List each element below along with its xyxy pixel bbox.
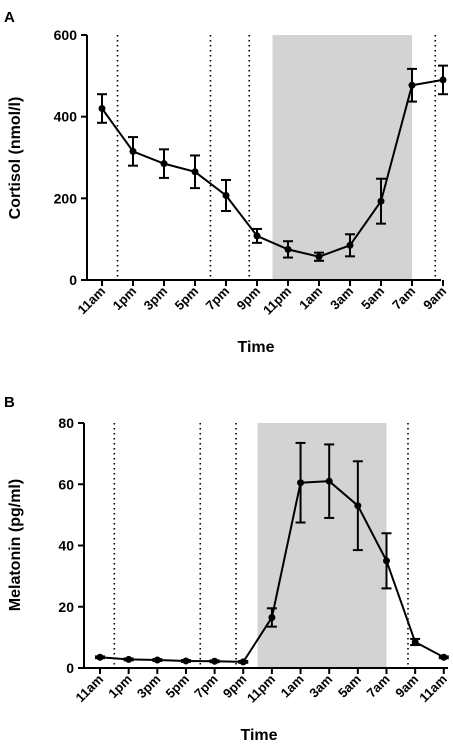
panel-a-data-point-0 [98, 105, 106, 112]
panel-a-data-point-2 [160, 160, 168, 168]
panel-b-xtick-label-1: 1pm [105, 672, 135, 702]
panel-a-xtick-label-7: 1am [296, 284, 325, 313]
panel-a-xtick-label-11: 9am [420, 284, 449, 313]
panel-a-xtick-label-2: 3pm [141, 284, 171, 314]
panel-b-data-point-10 [383, 557, 390, 565]
panel-a-ytick-label-1: 200 [54, 190, 78, 206]
panel-a-ytick-label-3: 600 [54, 27, 78, 43]
panel-b-ytick-label-1: 20 [58, 599, 74, 615]
panel-a-data-point-9 [377, 197, 385, 205]
panel-b-data-point-5 [239, 658, 247, 666]
panel-a-data-point-1 [129, 147, 137, 155]
panel-b-xtick-label-0: 11am [73, 672, 107, 706]
panel-a-xtick-label-9: 5am [358, 284, 387, 313]
panel-a-letter: A [4, 9, 15, 26]
panel-b-data-point-1 [125, 655, 133, 663]
panel-b-xtick-label-10: 7am [364, 672, 393, 701]
panel-b-ytick-label-2: 40 [58, 538, 74, 554]
panel-a-shaded-band [272, 35, 412, 280]
panel-b-data-point-11 [411, 638, 419, 646]
panel-b-xlabel: Time [240, 727, 277, 744]
panel-b-xtick-label-7: 1am [278, 672, 307, 701]
panel-a-data-point-8 [346, 241, 354, 249]
panel-b-xtick-label-12: 11am [416, 672, 450, 706]
panel-b-data-point-8 [325, 477, 333, 485]
panel-b-data-point-7 [297, 479, 305, 487]
panel-b-data-point-0 [96, 653, 104, 661]
panel-a-xtick-label-1: 1pm [110, 284, 140, 314]
panel-a-data-point-10 [408, 81, 416, 89]
panel-b-data-point-6 [268, 613, 276, 621]
panel-a-data-point-7 [315, 253, 323, 261]
panel-a-data-point-5 [253, 232, 261, 240]
panel-b-xtick-label-2: 3pm [134, 672, 164, 702]
panel-a-xtick-label-10: 7am [389, 284, 418, 313]
panel-a-xtick-label-0: 11am [75, 284, 109, 318]
panel-a-xtick-label-5: 9pm [234, 284, 264, 314]
panel-b-xtick-label-4: 7pm [191, 672, 221, 702]
panel-a-xtick-label-3: 5pm [172, 284, 202, 314]
panel-a-series-line [101, 78, 444, 258]
panel-b-xtick-label-8: 3am [306, 672, 335, 701]
panel-b-shaded-band [257, 423, 387, 668]
panel-a-ylabel: Cortisol (nmol/l) [7, 97, 24, 220]
panel-b-xtick-label-6: 11pm [244, 672, 278, 706]
panel-a-xtick-label-8: 3am [327, 284, 356, 313]
panel-b-data-point-12 [440, 653, 448, 661]
panel-b-xtick-label-3: 5pm [163, 672, 193, 702]
panel-b-data-point-4 [211, 657, 219, 665]
panel-b-ytick-label-0: 0 [66, 660, 74, 676]
panel-b-ytick-label-4: 80 [58, 415, 74, 431]
panel-b-xtick-label-9: 5am [335, 672, 364, 701]
panel-a-xtick-label-4: 7pm [203, 284, 233, 314]
panel-b-data-point-3 [182, 657, 190, 665]
panel-b-letter: B [4, 394, 15, 411]
panel-b-data-point-9 [354, 502, 362, 510]
panel-a-xlabel: Time [237, 339, 274, 356]
panel-b-data-point-2 [153, 656, 161, 664]
panel-a-ytick-label-0: 0 [69, 272, 77, 288]
panel-a-data-point-3 [191, 168, 199, 176]
panel-a-data-point-4 [222, 191, 230, 199]
panel-b-ylabel: Melatonin (pg/ml) [7, 479, 24, 611]
panel-a-xtick-label-6: 11pm [260, 284, 294, 318]
panel-b-ytick-label-3: 60 [58, 476, 74, 492]
panel-a-ytick-label-2: 400 [54, 109, 78, 125]
panel-a-data-point-6 [284, 245, 292, 253]
panel-a-data-point-11 [439, 76, 447, 84]
